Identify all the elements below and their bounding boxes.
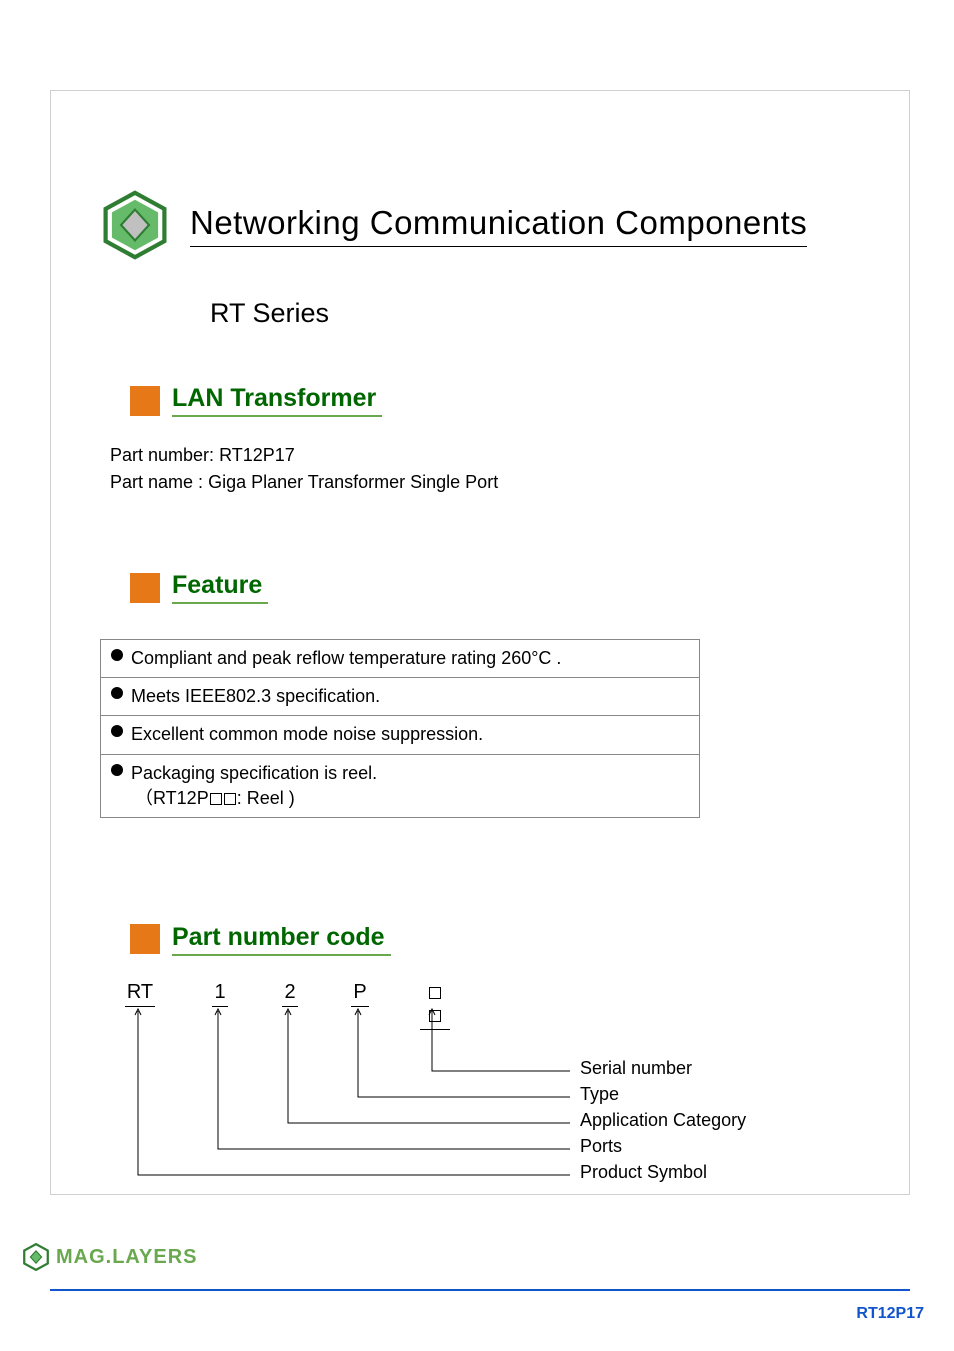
feature-row: Meets IEEE802.3 specification. [101, 678, 700, 716]
feature-table: Compliant and peak reflow temperature ra… [100, 639, 700, 818]
bullet-icon [111, 764, 123, 776]
feature-text: Excellent common mode noise suppression. [131, 722, 483, 747]
hex-logo-icon [100, 190, 170, 260]
feature-text: Compliant and peak reflow temperature ra… [131, 646, 561, 671]
footer-logo: MAG.LAYERS [22, 1243, 198, 1271]
orange-bullet-icon [130, 386, 160, 416]
bullet-icon [111, 725, 123, 737]
orange-bullet-icon [130, 573, 160, 603]
title-row: Networking Communication Components [100, 190, 860, 260]
label-product-symbol: Product Symbol [580, 1159, 746, 1185]
bullet-icon [111, 687, 123, 699]
feature-subline-prefix: （RT12P [135, 788, 209, 808]
label-ports: Ports [580, 1133, 746, 1159]
part-number-diagram: RT 1 2 P [120, 981, 820, 1191]
label-app-category: Application Category [580, 1107, 746, 1133]
placeholder-box-icon [224, 793, 236, 805]
code-seg-2: 2 [282, 981, 297, 1007]
part-number-value: RT12P17 [219, 445, 295, 465]
footer-rule [50, 1289, 910, 1291]
code-seg-1: 1 [212, 981, 227, 1007]
footer-brand-text: MAG.LAYERS [56, 1246, 198, 1269]
code-seg-p: P [351, 981, 368, 1007]
main-title: Networking Communication Components [190, 204, 807, 247]
part-name-label: Part name : [110, 472, 203, 492]
part-number-code-heading: Part number code [130, 923, 860, 956]
feature-text: Meets IEEE802.3 specification. [131, 684, 380, 709]
label-serial: Serial number [580, 1055, 746, 1081]
code-labels: Serial number Type Application Category … [580, 1055, 746, 1185]
document-content: Networking Communication Components RT S… [100, 190, 860, 1191]
feature-row: Packaging specification is reel. （RT12P:… [101, 754, 700, 817]
feature-title: Feature [172, 571, 268, 604]
lan-transformer-heading: LAN Transformer [130, 384, 860, 417]
feature-text: Packaging specification is reel. [131, 763, 377, 783]
part-name-value: Giga Planer Transformer Single Port [208, 472, 498, 492]
feature-row: Excellent common mode noise suppression. [101, 716, 700, 754]
placeholder-box-icon [210, 793, 222, 805]
label-type: Type [580, 1081, 746, 1107]
orange-bullet-icon [130, 924, 160, 954]
part-info: Part number: RT12P17 Part name : Giga Pl… [110, 442, 860, 496]
lan-transformer-title: LAN Transformer [172, 384, 382, 417]
hex-logo-small-icon [22, 1243, 50, 1271]
feature-heading: Feature [130, 571, 860, 604]
part-number-label: Part number: [110, 445, 214, 465]
part-number-code-title: Part number code [172, 923, 391, 956]
bullet-icon [111, 649, 123, 661]
code-seg-rt: RT [125, 981, 155, 1007]
code-bracket-icon [120, 1007, 580, 1187]
subtitle: RT Series [210, 298, 860, 329]
footer-part-number: RT12P17 [856, 1305, 924, 1323]
feature-subline-suffix: : Reel ) [237, 788, 295, 808]
feature-row: Compliant and peak reflow temperature ra… [101, 640, 700, 678]
